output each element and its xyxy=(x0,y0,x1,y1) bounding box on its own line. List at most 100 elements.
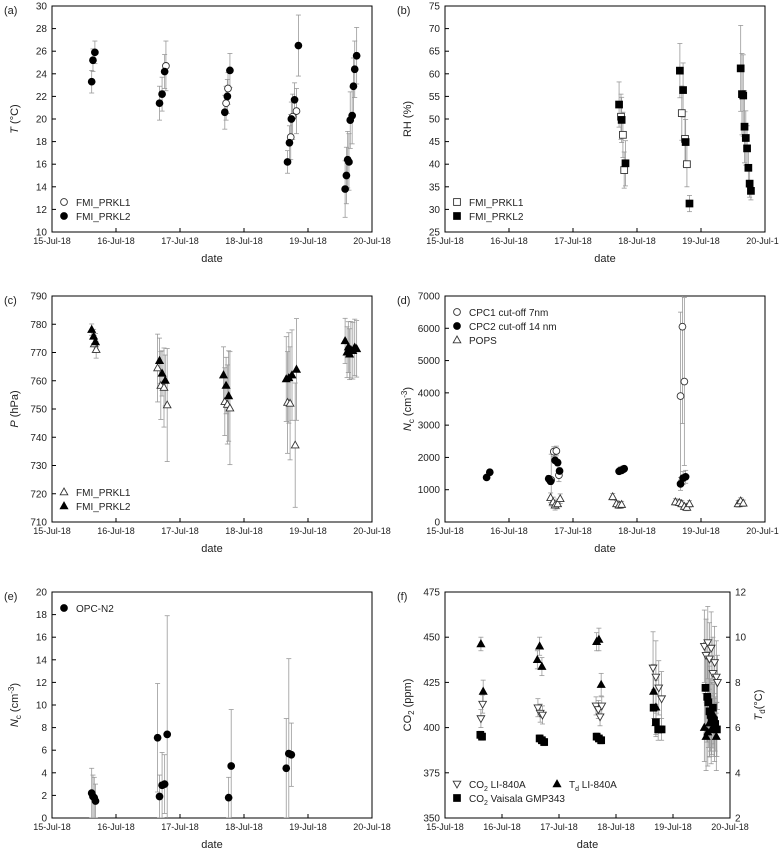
data-point-s2 xyxy=(287,370,297,379)
data-point-s1 xyxy=(224,793,233,802)
x-axis-label: date xyxy=(594,253,615,265)
data-point-s1 xyxy=(595,713,605,722)
data-point-s2 xyxy=(89,56,97,65)
data-point-s2 xyxy=(291,364,302,373)
data-point-s2 xyxy=(90,337,101,346)
y-tick-label: 60 xyxy=(429,69,441,80)
y-tick-label: 720 xyxy=(30,489,47,500)
data-point-s2 xyxy=(699,722,709,731)
x-axis-label: date xyxy=(201,839,222,850)
y-axis-label: CO2 (ppm) xyxy=(402,679,416,732)
y-tick-label: 16 xyxy=(36,633,48,644)
y-tick-label: 65 xyxy=(429,47,441,58)
chart-panel-2: (b) 25 30 35 40 45 50 55 60 65 70 75 15-Jul-18 16-Jul… xyxy=(397,2,779,266)
x-tick-label: 19-Jul-18 xyxy=(654,822,692,832)
x-tick-label: 18-Jul-18 xyxy=(618,526,656,536)
legend-label: CPC2 cut-off 14 nm xyxy=(469,322,557,333)
data-point-s2 xyxy=(158,90,166,98)
legend-label: FMI_PRKL1 xyxy=(76,198,131,209)
data-point-s2 xyxy=(341,185,349,193)
data-point-s2 xyxy=(532,654,542,664)
y-tick-label: 55 xyxy=(429,92,441,103)
y-tick-label: 20 xyxy=(36,115,48,126)
data-point-s1 xyxy=(162,400,172,409)
data-point-s2 xyxy=(546,477,555,486)
data-point-s2 xyxy=(350,65,359,74)
data-point-s1 xyxy=(292,107,301,115)
y-tick-label: 3000 xyxy=(418,421,441,432)
y-tick-label: 70 xyxy=(429,24,441,35)
data-point-s2 xyxy=(596,679,606,688)
data-point-s2 xyxy=(701,731,711,740)
chart-panel-1: (a) 10 12 14 16 18 20 22 24 26 28 30 15-Jul-18 16-Jul… xyxy=(4,2,391,266)
y-tick-label: 30 xyxy=(36,2,48,13)
data-point-s2 xyxy=(157,368,167,377)
x-axis-label: date xyxy=(594,543,615,555)
y-tick-label: 375 xyxy=(423,768,440,779)
data-point-s1 xyxy=(712,679,723,688)
data-point-s2 xyxy=(679,86,687,94)
data-point-s2 xyxy=(87,324,97,333)
data-point-s2 xyxy=(743,144,751,153)
data-point-s2 xyxy=(352,51,361,60)
data-point-s2 xyxy=(741,134,750,142)
y-tick-label: 18 xyxy=(36,137,48,148)
plot-frame xyxy=(444,295,766,523)
y-tick-label: 22 xyxy=(36,92,48,103)
y-tick-label: 12 xyxy=(36,205,48,216)
data-point-s2 xyxy=(160,67,169,76)
data-point-s3 xyxy=(540,738,549,746)
x-tick-label: 18-Jul-18 xyxy=(597,822,635,832)
data-point-s2 xyxy=(160,375,170,384)
legend: OPC-N2 xyxy=(60,604,114,615)
data-point-s1 xyxy=(703,639,713,648)
legend-label: FMI_PRKL2 xyxy=(469,212,524,223)
data-point-s1 xyxy=(619,130,627,139)
data-point-s3 xyxy=(649,703,658,712)
legend-marker xyxy=(453,322,461,330)
data-point-s2 xyxy=(155,99,164,108)
data-point-s1 xyxy=(552,447,561,455)
data-point-s1 xyxy=(537,711,548,720)
data-point-s1 xyxy=(620,166,629,174)
chart-panel-6: (f) 350 375 400 425 450 475 15-Jul-18 16-Jul-18 1… xyxy=(397,588,767,850)
panel-label: (e) xyxy=(4,591,17,603)
legend-marker xyxy=(552,779,562,788)
data-point-s2 xyxy=(476,639,486,648)
plot-area xyxy=(87,615,296,818)
legend-label: POPS xyxy=(469,336,497,347)
data-point-s3 xyxy=(597,736,606,745)
y-tick-label: 780 xyxy=(30,320,47,331)
legend-marker xyxy=(452,335,462,344)
panel-label: (d) xyxy=(397,295,410,307)
y2-axis-label: Td(°C) xyxy=(753,690,767,721)
x-tick-label: 16-Jul-18 xyxy=(97,822,135,832)
data-point-s2 xyxy=(681,138,690,146)
y-tick-label: 425 xyxy=(423,678,440,689)
legend-marker xyxy=(60,198,68,206)
data-point-s1 xyxy=(677,109,686,117)
data-point-s3 xyxy=(684,498,695,508)
legend-label: FMI_PRKL1 xyxy=(469,198,524,209)
data-point-s1 xyxy=(222,99,230,108)
x-tick-label: 18-Jul-18 xyxy=(618,236,656,246)
data-point-s2 xyxy=(553,458,562,467)
y-tick-label: 2000 xyxy=(418,453,441,464)
plot-area xyxy=(615,25,755,213)
y-axis-label: P (hPa) xyxy=(9,390,21,427)
x-tick-label: 19-Jul-18 xyxy=(682,526,720,536)
x-tick-label: 16-Jul-18 xyxy=(490,236,528,246)
x-tick-label: 15-Jul-18 xyxy=(33,236,71,246)
panel-label: (a) xyxy=(4,5,17,17)
legend-label: OPC-N2 xyxy=(76,604,114,615)
data-point-s2 xyxy=(621,159,630,168)
data-point-s2 xyxy=(676,66,684,75)
x-tick-label: 15-Jul-18 xyxy=(426,526,464,536)
data-point-s1 xyxy=(91,344,101,353)
chart-panel-5: (e) 0 2 4 6 8 10 12 14 16 18 20 15-Jul-18 16-Jul-18 17… xyxy=(4,588,391,850)
chart-panel-4: (d) 0 1000 2000 3000 4000 5000 6000 7000 15-Jul-1… xyxy=(397,292,779,556)
legend-label: FMI_PRKL2 xyxy=(76,502,131,513)
data-point-s2 xyxy=(537,661,547,670)
legend-marker xyxy=(453,212,461,220)
